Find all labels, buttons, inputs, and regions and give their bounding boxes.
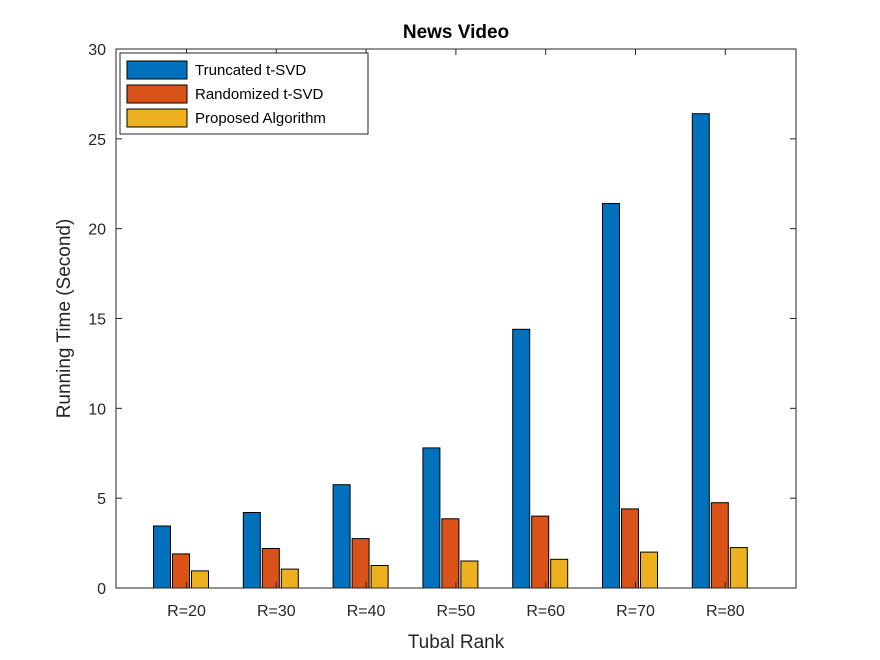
y-tick-label: 10 [88,401,106,418]
x-axis-label: Tubal Rank [408,632,505,653]
legend-label: Randomized t-SVD [195,86,324,103]
bar-truncated-t-svd-r80 [691,113,710,589]
x-tick-label: R=80 [706,603,745,620]
plot-frame [115,48,797,589]
legend: Truncated t-SVD Randomized t-SVD Proposed … [119,52,369,135]
legend-label: Proposed Algorithm [195,110,326,127]
x-tick-label: R=30 [257,603,296,620]
bars-group [153,113,748,589]
legend-swatch [126,84,188,104]
bar-truncated-t-svd-r20 [153,525,171,589]
chart-title: News Video [403,22,509,43]
y-tick-label: 15 [88,312,106,329]
bar-truncated-t-svd-r50 [422,447,441,589]
bar-proposed-algorithm-r50 [460,560,479,589]
bar-truncated-t-svd-r60 [512,328,531,589]
bar-randomized-t-svd-r40 [351,538,370,589]
y-tick-label: 5 [97,491,106,508]
bar-proposed-algorithm-r70 [640,551,658,589]
legend-label: Truncated t-SVD [195,62,306,79]
x-tick-label: R=20 [167,603,206,620]
bar-proposed-algorithm-r30 [280,568,299,589]
plot-area [116,49,796,588]
x-tick-label: R=70 [616,603,655,620]
y-tick-label: 25 [88,132,106,149]
bar-proposed-algorithm-r60 [550,558,569,589]
y-tick-label: 0 [97,581,106,598]
bar-proposed-algorithm-r20 [191,570,209,589]
bar-truncated-t-svd-r70 [602,203,620,589]
y-tick-label: 30 [88,42,106,59]
x-tick-label: R=60 [526,603,565,620]
legend-swatch [126,108,188,128]
bar-randomized-t-svd-r70 [621,508,639,589]
x-tick-label: R=40 [347,603,386,620]
bar-randomized-t-svd-r80 [710,502,729,589]
bar-truncated-t-svd-r30 [242,512,261,589]
x-tick-label: R=50 [437,603,476,620]
bar-randomized-t-svd-r60 [531,515,550,589]
bar-proposed-algorithm-r80 [729,547,748,589]
ticks-group: R=20 R=30 R=40 R=50 R=60 R=70 R=80 0 5 10 15 20 25 30 [88,42,796,620]
y-tick-label: 20 [88,222,106,239]
y-axis-label: Running Time (Second) [54,219,75,419]
legend-swatch [126,60,188,80]
bar-proposed-algorithm-r40 [370,565,389,589]
bar-randomized-t-svd-r50 [441,518,460,589]
bar-truncated-t-svd-r40 [332,484,351,589]
